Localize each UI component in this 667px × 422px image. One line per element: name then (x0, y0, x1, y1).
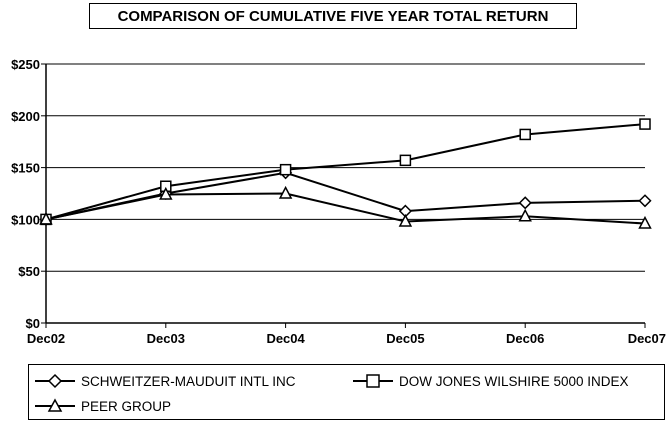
data-point-s1-2 (279, 163, 292, 176)
x-tick-label-0: Dec02 (27, 331, 65, 346)
data-point-s2-1 (159, 186, 173, 200)
legend-label-series-0: SCHWEITZER-MAUDUIT INTL INC (81, 373, 296, 389)
series-line-0 (45, 171, 646, 221)
chart-legend: SCHWEITZER-MAUDUIT INTL INC DOW JONES WI… (28, 364, 665, 420)
square-marker-icon (353, 374, 393, 388)
y-tick-label-4: $200 (11, 109, 40, 124)
data-point-s1-5 (639, 118, 651, 130)
x-tick-label-1: Dec03 (147, 331, 185, 346)
series-line-1 (45, 123, 646, 221)
data-point-s2-4 (518, 208, 532, 222)
legend-label-series-1: DOW JONES WILSHIRE 5000 INDEX (399, 373, 629, 389)
data-point-s1-4 (519, 128, 531, 141)
y-tick-label-3: $150 (11, 161, 40, 176)
x-tick-label-3: Dec05 (386, 331, 424, 346)
diamond-marker-icon (35, 373, 75, 389)
triangle-marker-icon (35, 398, 75, 412)
data-point-s2-5 (638, 215, 652, 229)
y-tick-label-0: $0 (26, 316, 40, 331)
data-point-s0-4 (518, 196, 532, 210)
x-tick-label-5: Dec07 (628, 331, 666, 346)
legend-item-series-2: PEER GROUP (35, 396, 171, 416)
series-line-2 (45, 192, 646, 225)
legend-item-series-0: SCHWEITZER-MAUDUIT INTL INC (35, 371, 296, 391)
data-point-s2-3 (398, 213, 413, 227)
data-point-s2-2 (278, 185, 293, 199)
legend-item-series-1: DOW JONES WILSHIRE 5000 INDEX (353, 371, 629, 391)
y-tick-label-5: $250 (11, 57, 40, 72)
data-point-s2-0 (39, 211, 53, 225)
x-tick-label-2: Dec04 (266, 331, 305, 346)
chart-title: COMPARISON OF CUMULATIVE FIVE YEAR TOTAL… (89, 3, 577, 29)
data-point-s0-5 (638, 194, 652, 208)
data-point-s1-3 (399, 154, 412, 167)
legend-label-series-2: PEER GROUP (81, 398, 172, 414)
x-tick-label-4: Dec06 (506, 331, 544, 346)
y-tick-label-2: $100 (11, 212, 40, 227)
y-tick-label-1: $50 (18, 264, 40, 279)
